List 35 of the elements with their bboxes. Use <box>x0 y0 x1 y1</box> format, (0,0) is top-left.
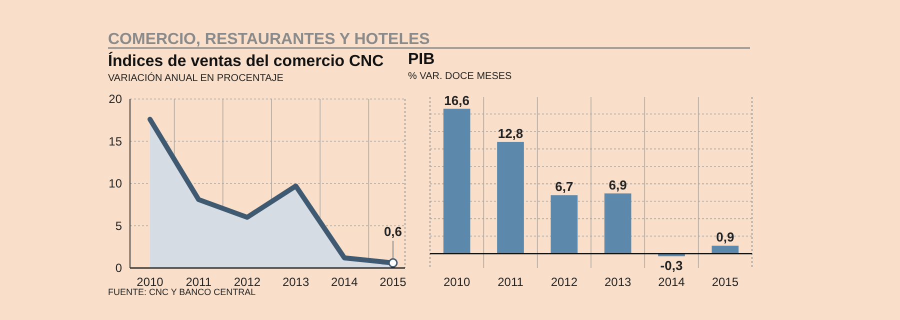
y-tick-label: 15 <box>108 134 122 148</box>
text: COMERCIO, RESTAURANTES Y HOTELES <box>108 31 430 48</box>
source-note: FUENTE: CNC Y BANCO CENTRAL <box>108 287 256 297</box>
x-tick-label: 2013 <box>282 275 310 289</box>
data-label: 0,6 <box>384 224 402 239</box>
bar <box>550 195 578 254</box>
y-tick-label: 20 <box>108 92 122 106</box>
data-label: 6,7 <box>555 179 574 194</box>
x-tick-label: 2014 <box>331 275 358 289</box>
bar <box>712 246 739 254</box>
bar <box>604 193 632 254</box>
data-label: 12,8 <box>498 126 524 141</box>
chart-title: Índices de ventas del comercio CNC <box>108 51 384 70</box>
y-tick-label: 10 <box>108 176 122 190</box>
x-tick-label: 2010 <box>443 275 471 289</box>
x-tick-label: 2011 <box>498 275 524 289</box>
bar <box>443 108 470 254</box>
y-tick-label: 0 <box>115 261 122 275</box>
x-tick-label: 2015 <box>380 275 407 289</box>
data-label: -0,3 <box>660 258 683 274</box>
x-tick-label: 2011 <box>186 275 212 289</box>
x-tick-label: 2010 <box>136 275 164 289</box>
chart-title: PIB <box>408 51 435 68</box>
x-tick-label: 2014 <box>658 275 686 289</box>
data-label: 0,9 <box>716 230 734 245</box>
data-label: 6,9 <box>608 177 627 192</box>
x-tick-label: 2013 <box>604 275 632 289</box>
bar <box>497 142 524 254</box>
data-label: 16,6 <box>444 92 470 108</box>
x-tick-label: 2015 <box>712 275 739 289</box>
x-tick-label: 2012 <box>234 275 261 289</box>
chart-subtitle: % VAR. DOCE MESES <box>408 71 512 82</box>
y-tick-label: 5 <box>115 218 122 233</box>
x-tick-label: 2012 <box>550 275 578 289</box>
chart-subtitle: VARIACIÓN ANUAL EN PROCENTAJE <box>108 72 284 84</box>
